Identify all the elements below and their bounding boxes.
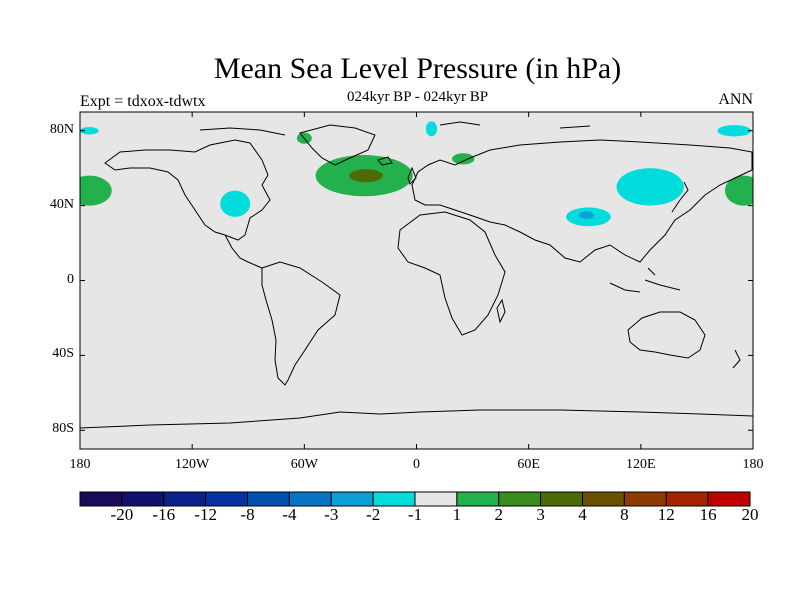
lon-label: 120W — [175, 457, 210, 472]
anomaly-tibet-low-core — [579, 211, 595, 219]
anomaly-north-america-low — [220, 190, 251, 217]
anomaly-north-atlantic-high-core — [349, 169, 383, 183]
lat-label: 40N — [49, 196, 74, 212]
colorbar-swatch — [414, 491, 458, 507]
coast-iceland — [377, 156, 393, 166]
colorbar-label: -20 — [110, 505, 134, 524]
colorbar-label: -3 — [324, 505, 339, 524]
colorbar-label: -8 — [240, 505, 255, 524]
season-label: ANN — [718, 91, 753, 108]
colorbar-label: -1 — [407, 505, 423, 524]
chart-title: Mean Sea Level Pressure (in hPa) — [213, 52, 622, 85]
colorbar-swatch — [121, 491, 165, 507]
colorbar-swatch — [707, 491, 751, 507]
colorbar-swatch — [79, 491, 123, 507]
colorbar-label: 4 — [578, 505, 587, 524]
lat-label: 80N — [49, 121, 74, 137]
anomaly-siberia-high — [452, 153, 475, 165]
coast-uk — [407, 166, 417, 185]
coast-australia — [627, 311, 706, 359]
colorbar-swatch — [498, 491, 542, 507]
anomaly-svalbard-low — [425, 121, 438, 137]
colorbar-swatch — [623, 491, 667, 507]
colorbar-label: 3 — [536, 505, 545, 524]
colorbar-swatch — [456, 491, 500, 507]
map-background — [80, 112, 753, 449]
coast-greenland — [299, 124, 376, 166]
anomaly-arctic-low-east — [717, 125, 752, 137]
lon-label: 120E — [626, 457, 656, 472]
colorbar-swatch — [288, 491, 332, 507]
lat-label: 80S — [52, 421, 74, 437]
colorbar-label: 12 — [657, 505, 675, 524]
coast-arctic-islands — [199, 121, 591, 136]
lon-label: 180 — [69, 457, 91, 472]
lon-label: 60E — [517, 457, 540, 472]
anomaly-north-pacific-high-west — [724, 175, 753, 206]
colorbar-label: 2 — [494, 505, 504, 524]
chart-subtitle: 024kyr BP - 024kyr BP — [346, 89, 489, 105]
colorbar-label: -4 — [282, 505, 297, 524]
coast-eurasia — [411, 139, 753, 263]
coast-north-america — [104, 139, 271, 241]
anomaly-north-pacific-high-east — [80, 175, 112, 206]
lon-label: 60W — [290, 457, 318, 472]
colorbar-label: -2 — [366, 505, 381, 524]
experiment-label: Expt = tdxox-tdwtx — [80, 93, 206, 110]
colorbar — [79, 491, 751, 507]
colorbar-label: -12 — [194, 505, 217, 524]
colorbar-swatch — [205, 491, 248, 507]
coast-south-america — [261, 261, 341, 386]
coastlines — [80, 121, 753, 429]
coast-madagascar — [496, 298, 506, 324]
colorbar-swatch — [247, 491, 290, 507]
colorbar-label: 20 — [741, 505, 759, 524]
colorbar-swatch — [163, 491, 207, 507]
colorbar-label: -16 — [152, 505, 176, 524]
anomaly-layer — [80, 121, 753, 227]
colorbar-swatch — [372, 491, 416, 507]
coast-africa — [397, 211, 506, 336]
lon-label: 180 — [742, 457, 764, 472]
coast-indonesia — [609, 267, 681, 293]
colorbar-label: 8 — [620, 505, 629, 524]
colorbar-label: 16 — [699, 505, 717, 524]
colorbar-swatch — [330, 491, 374, 507]
colorbar-label: 1 — [452, 505, 462, 524]
anomaly-arctic-low-west — [80, 126, 99, 135]
axis-ticks — [79, 112, 754, 449]
colorbar-swatch — [540, 491, 583, 507]
coast-antarctica — [80, 409, 753, 429]
lat-label: 40S — [52, 346, 74, 362]
anomaly-east-asia-low — [616, 168, 684, 206]
coast-japan — [671, 181, 689, 213]
colorbar-swatch — [582, 491, 625, 507]
colorbar-swatch — [665, 491, 709, 507]
lat-label: 0 — [67, 271, 74, 287]
lon-label: 0 — [413, 457, 420, 472]
coast-new-zealand — [732, 349, 741, 369]
coast-central-america — [224, 234, 263, 269]
